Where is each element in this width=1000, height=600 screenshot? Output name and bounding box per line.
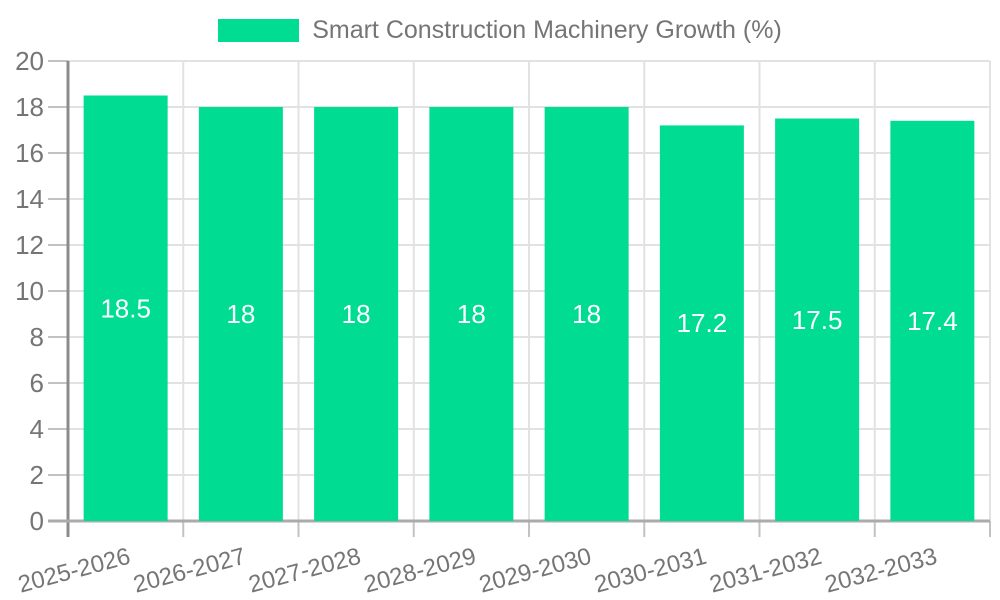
bar xyxy=(429,107,514,521)
legend: Smart Construction Machinery Growth (%) xyxy=(0,16,1000,45)
bar-value-label: 17.5 xyxy=(792,305,843,335)
bar-value-label: 18 xyxy=(342,299,371,329)
x-tick-label: 2032-2033 xyxy=(822,543,940,599)
y-tick-label: 16 xyxy=(15,138,44,168)
legend-item[interactable]: Smart Construction Machinery Growth (%) xyxy=(218,16,782,45)
bar-value-label: 18 xyxy=(226,299,255,329)
x-tick-label: 2031-2032 xyxy=(707,543,825,599)
x-tick-label: 2025-2026 xyxy=(15,543,133,599)
bar xyxy=(198,107,283,521)
bar xyxy=(314,107,399,521)
bar-value-label: 18.5 xyxy=(100,293,151,323)
y-tick-label: 12 xyxy=(15,230,44,260)
x-tick-label: 2029-2030 xyxy=(476,543,594,599)
y-tick-label: 2 xyxy=(30,460,44,490)
y-tick-label: 14 xyxy=(15,184,44,214)
y-tick-label: 20 xyxy=(15,46,44,76)
x-tick-label: 2027-2028 xyxy=(246,543,364,599)
y-tick-label: 0 xyxy=(30,506,44,536)
bar xyxy=(775,118,860,521)
bar-value-label: 17.4 xyxy=(907,306,958,336)
y-tick-label: 4 xyxy=(30,414,44,444)
x-tick-label: 2028-2029 xyxy=(361,543,479,599)
x-tick-label: 2026-2027 xyxy=(131,543,249,599)
bar xyxy=(890,120,975,522)
y-tick-label: 8 xyxy=(30,322,44,352)
x-tick-label: 2030-2031 xyxy=(592,543,710,599)
y-tick-label: 10 xyxy=(15,276,44,306)
bar xyxy=(659,125,744,522)
legend-swatch xyxy=(218,19,300,42)
bar xyxy=(544,107,629,521)
y-tick-label: 18 xyxy=(15,92,44,122)
bar-value-label: 17.2 xyxy=(677,308,728,338)
bar-value-label: 18 xyxy=(572,299,601,329)
legend-label: Smart Construction Machinery Growth (%) xyxy=(312,16,782,44)
bar xyxy=(83,95,168,521)
y-tick-label: 6 xyxy=(30,368,44,398)
bar-value-label: 18 xyxy=(457,299,486,329)
